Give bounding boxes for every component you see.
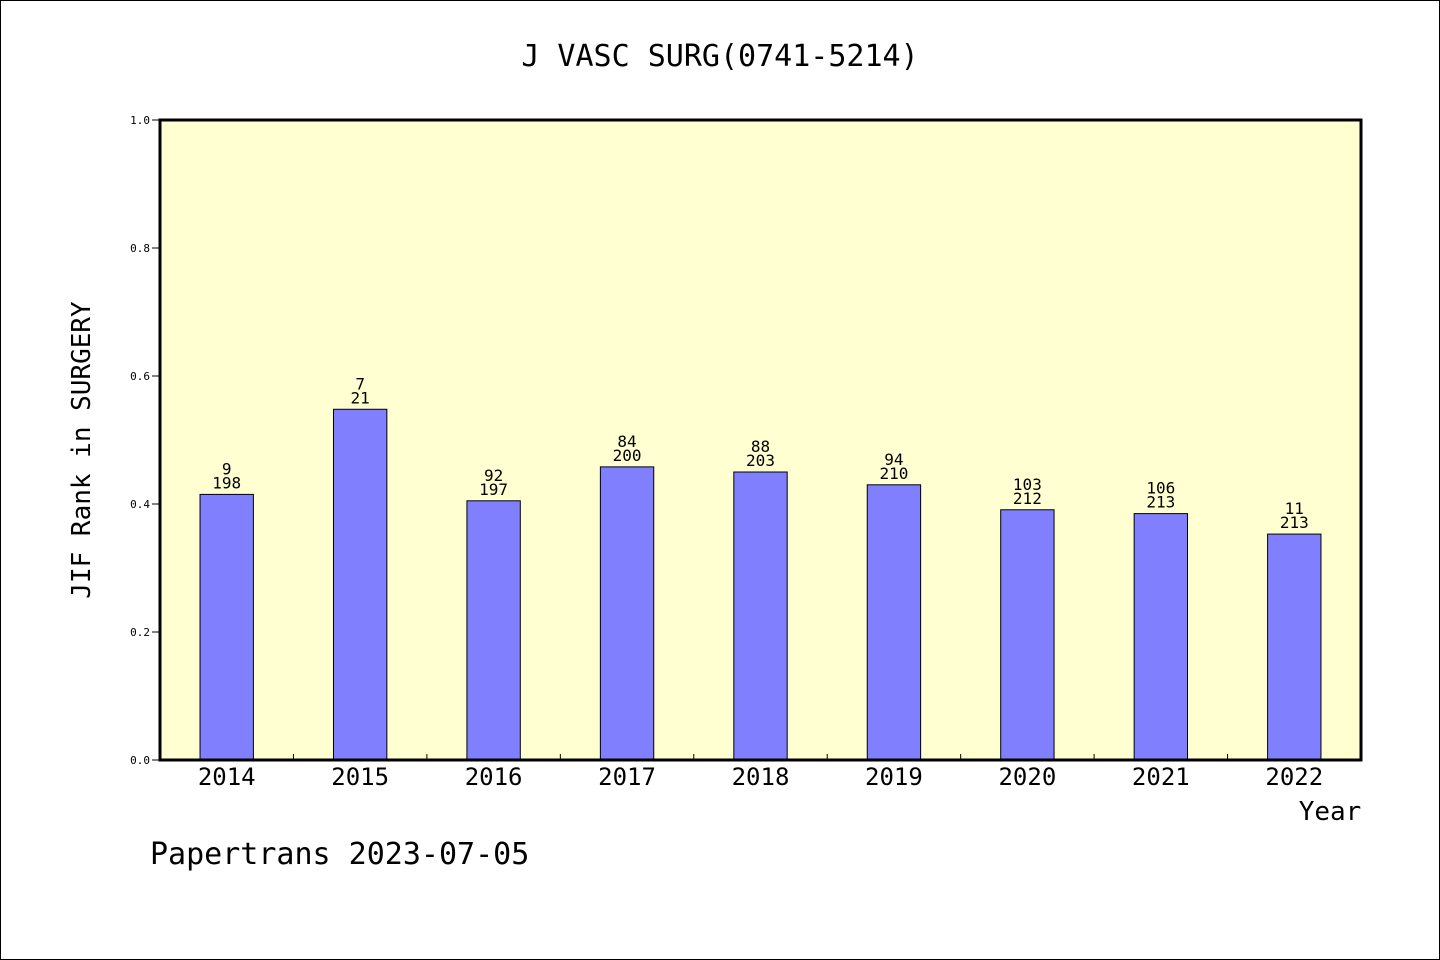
y-tick-label-1.0: 1.0 <box>130 114 150 127</box>
bar-2021 <box>1133 513 1189 761</box>
x-tick-label-2020: 2020 <box>998 763 1056 791</box>
bar-2020 <box>1000 509 1055 761</box>
bar-label-bottom-2019: 210 <box>879 464 908 483</box>
x-tick-label-2022: 2022 <box>1265 763 1323 791</box>
y-tick-label-0.8: 0.8 <box>130 242 150 255</box>
bar-label-top-2017: 84 <box>617 432 636 451</box>
bar-label-bottom-2014: 198 <box>212 473 241 492</box>
bars-layer <box>199 408 1322 761</box>
plot-border <box>158 118 1363 762</box>
bar-2018 <box>733 471 788 761</box>
x-tick-label-2021: 2021 <box>1132 763 1190 791</box>
bar-label-bottom-2018: 203 <box>746 451 775 470</box>
y-tick-label-0.2: 0.2 <box>130 626 150 639</box>
bar-2019 <box>866 484 922 761</box>
x-tick-label-2016: 2016 <box>465 763 523 791</box>
bar-label-top-2016: 92 <box>484 466 503 485</box>
bar-2022 <box>1267 533 1322 761</box>
x-tick-label-2017: 2017 <box>598 763 656 791</box>
x-tick-label-2019: 2019 <box>865 763 923 791</box>
y-axis: 0.0 0.2 0.4 0.6 0.8 1.0 <box>130 114 160 767</box>
bar-2017 <box>599 466 655 761</box>
bar-label-top-2021: 106 <box>1146 479 1175 498</box>
bar-label-bottom-2020: 212 <box>1013 489 1042 508</box>
x-tick-label-2014: 2014 <box>198 763 256 791</box>
x-tick-label-2015: 2015 <box>331 763 389 791</box>
bar-label-top-2018: 88 <box>751 437 770 456</box>
bar-2015 <box>332 408 388 761</box>
bar-2014 <box>199 493 254 761</box>
y-tick-label-0.0: 0.0 <box>130 754 150 767</box>
bar-label-bottom-2021: 213 <box>1146 493 1175 512</box>
y-tick-label-0.6: 0.6 <box>130 370 150 383</box>
bar-label-top-2015: 7 <box>355 374 365 393</box>
bar-label-top-2020: 103 <box>1013 475 1042 494</box>
chart-title: J VASC SURG(0741-5214) <box>521 39 918 74</box>
x-tick-label-2018: 2018 <box>732 763 790 791</box>
y-axis-title: JIF Rank in SURGERY <box>67 301 97 599</box>
bar-2016 <box>466 500 521 761</box>
bar-label-bottom-2016: 197 <box>479 480 508 499</box>
bar-label-bottom-2022: 213 <box>1280 513 1309 532</box>
x-axis-title: Year <box>1299 797 1362 827</box>
bar-label-top-2019: 94 <box>884 450 903 469</box>
bar-label-bottom-2017: 200 <box>613 446 642 465</box>
bar-label-top-2022: 11 <box>1285 499 1304 518</box>
footer-source-date: Papertrans 2023-07-05 <box>150 837 529 872</box>
x-axis: 2014 2015 2016 2017 2018 2019 2020 2021 2022 <box>198 754 1323 791</box>
y-tick-label-0.4: 0.4 <box>130 498 150 511</box>
bar-label-bottom-2015: 21 <box>351 388 370 407</box>
bar-label-top-2014: 9 <box>222 459 232 478</box>
